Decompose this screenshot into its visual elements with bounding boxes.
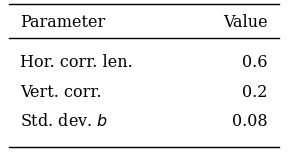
Text: 0.2: 0.2 — [242, 84, 268, 100]
Text: Hor. corr. len.: Hor. corr. len. — [20, 54, 133, 71]
Text: 0.6: 0.6 — [242, 54, 268, 71]
Text: 0.08: 0.08 — [232, 113, 268, 130]
Text: Vert. corr.: Vert. corr. — [20, 84, 102, 100]
Text: Value: Value — [223, 14, 268, 31]
Text: Std. dev. $b$: Std. dev. $b$ — [20, 113, 108, 130]
Text: Parameter: Parameter — [20, 14, 105, 31]
